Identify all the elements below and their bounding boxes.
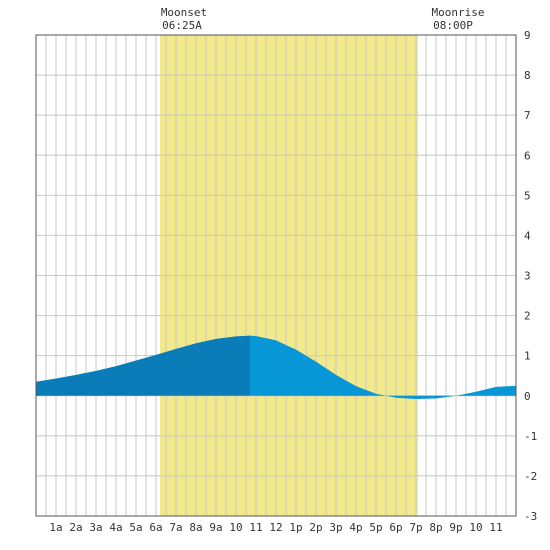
grid-layer: [35, 34, 517, 517]
x-tick-label: 8a: [189, 521, 202, 534]
moonrise-time: 08:00P: [433, 19, 473, 32]
tide-area-falling: [250, 335, 516, 399]
y-tick-label: 5: [524, 189, 531, 202]
x-tick-label: 6p: [389, 521, 402, 534]
y-tick-label: 8: [524, 69, 531, 82]
y-tick-label: 0: [524, 390, 531, 403]
moonrise-label: Moonrise: [432, 6, 485, 19]
x-tick-label: 3p: [329, 521, 342, 534]
x-tick-label: 2p: [309, 521, 322, 534]
x-tick-label: 8p: [429, 521, 442, 534]
x-tick-label: 5p: [369, 521, 382, 534]
y-tick-label: -2: [524, 470, 537, 483]
y-tick-label: 2: [524, 310, 531, 323]
moonset-time: 06:25A: [162, 19, 202, 32]
x-tick-label: 10: [469, 521, 482, 534]
x-tick-label: 1p: [289, 521, 302, 534]
x-tick-label: 9p: [449, 521, 462, 534]
x-tick-label: 1a: [49, 521, 62, 534]
x-tick-label: 11: [489, 521, 502, 534]
tide-area-rising: [36, 335, 250, 396]
y-tick-label: 3: [524, 270, 531, 283]
x-tick-label: 5a: [129, 521, 142, 534]
y-tick-label: 4: [524, 229, 531, 242]
x-tick-label: 9a: [209, 521, 222, 534]
x-tick-label: 2a: [69, 521, 82, 534]
plot-frame: [35, 34, 517, 517]
y-tick-label: 7: [524, 109, 531, 122]
x-tick-label: 7p: [409, 521, 422, 534]
moonset-label: Moonset: [161, 6, 207, 19]
y-tick-labels: 9 8 7 6 5 4 3 2 1 0 -1 -2 -3: [524, 29, 537, 523]
y-tick-label: -3: [524, 510, 537, 523]
x-tick-labels: 1a 2a 3a 4a 5a 6a 7a 8a 9a 10 11 12 1p 2p 3p 4p 5p 6p 7p 8p…: [49, 521, 502, 534]
x-tick-label: 12: [269, 521, 282, 534]
y-tick-label: -1: [524, 430, 537, 443]
tide-area-layer: [36, 335, 516, 399]
y-tick-label: 9: [524, 29, 531, 42]
x-tick-label: 4p: [349, 521, 362, 534]
x-tick-label: 11: [249, 521, 262, 534]
x-tick-label: 3a: [89, 521, 102, 534]
x-tick-label: 10: [229, 521, 242, 534]
x-tick-label: 4a: [109, 521, 122, 534]
y-tick-label: 6: [524, 149, 531, 162]
x-tick-label: 7a: [169, 521, 182, 534]
x-tick-label: 6a: [149, 521, 162, 534]
y-tick-label: 1: [524, 350, 531, 363]
